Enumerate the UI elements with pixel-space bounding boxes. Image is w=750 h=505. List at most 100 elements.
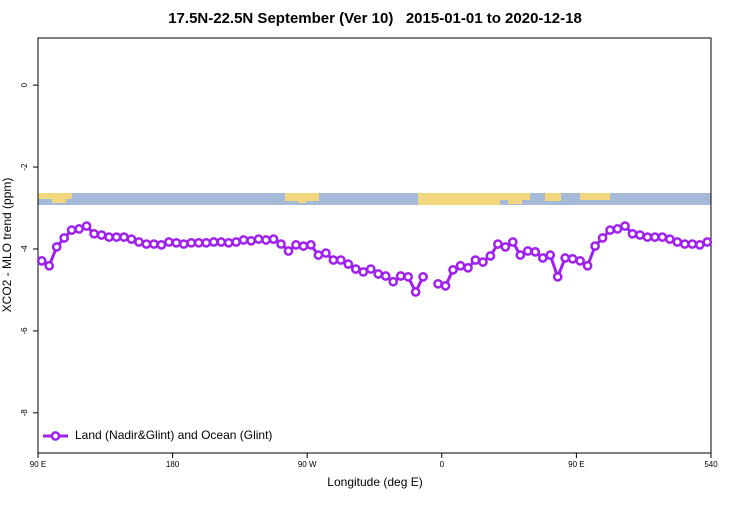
data-point — [388, 276, 399, 287]
data-point — [44, 260, 55, 271]
data-point — [89, 228, 99, 239]
data-point — [276, 239, 286, 249]
data-point — [74, 224, 84, 234]
data-point — [313, 250, 324, 260]
data-point — [141, 239, 152, 249]
data-point — [36, 256, 47, 266]
map-strip — [38, 193, 711, 205]
data-point — [306, 240, 316, 250]
data-point — [560, 253, 571, 263]
data-point — [455, 260, 466, 271]
x-tick-label: 90 W — [298, 460, 317, 469]
data-point — [66, 225, 77, 235]
data-point — [104, 232, 114, 242]
y-tick-label: -4 — [20, 245, 29, 253]
data-point — [283, 246, 294, 256]
data-point — [530, 246, 541, 257]
data-point — [321, 248, 331, 258]
data-point — [522, 246, 533, 256]
x-tick-label: 90 E — [568, 460, 584, 469]
data-point — [440, 281, 451, 291]
data-point — [590, 241, 600, 251]
data-point — [702, 237, 713, 247]
data-point — [134, 237, 144, 247]
data-point — [51, 242, 62, 252]
y-tick-label: -2 — [20, 163, 29, 171]
data-point — [635, 230, 645, 240]
data-point — [119, 232, 129, 242]
y-tick-label: 0 — [20, 82, 29, 87]
data-point — [350, 264, 361, 274]
data-point — [336, 255, 346, 265]
data-point — [201, 237, 212, 248]
data-point — [149, 239, 159, 249]
x-tick-label: 0 — [440, 460, 445, 469]
data-point — [231, 237, 242, 247]
data-point — [657, 232, 668, 242]
data-point — [433, 278, 443, 289]
data-point — [500, 242, 511, 252]
data-point — [597, 233, 608, 243]
data-point — [395, 271, 406, 281]
data-point — [642, 232, 653, 242]
data-point — [156, 240, 167, 250]
data-point — [111, 232, 122, 242]
data-point — [216, 237, 227, 247]
data-point — [507, 237, 518, 247]
data-point — [178, 239, 189, 249]
data-point — [612, 224, 623, 234]
data-point — [358, 267, 369, 277]
data-point — [96, 230, 107, 240]
data-point — [365, 264, 376, 274]
data-point — [679, 239, 690, 249]
x-tick-label: 540 — [704, 460, 718, 469]
plot-layer: 90 E 180 90 W 0 90 E 540 0 -2 -4 -6 -8 Land (Nadir&… — [20, 82, 718, 469]
data-point — [238, 235, 249, 245]
plot-frame — [37, 37, 712, 454]
data-point — [246, 235, 256, 246]
data-point — [126, 234, 137, 245]
data-point — [328, 255, 339, 265]
data-point — [164, 237, 174, 247]
legend-marker — [50, 431, 61, 441]
chart-title: 17.5N-22.5N September (Ver 10) 2015-01-0… — [168, 10, 582, 27]
data-point — [694, 240, 705, 250]
data-point — [418, 271, 428, 282]
data-point — [493, 239, 503, 249]
data-point — [253, 234, 264, 245]
legend-label: Land (Nadir&Glint) and Ocean (Glint) — [75, 428, 272, 442]
data-point — [208, 237, 219, 247]
data-point — [665, 234, 675, 245]
data-point — [575, 256, 585, 266]
data-point — [59, 233, 70, 243]
data-point — [373, 269, 384, 279]
y-tick-label: -6 — [20, 327, 29, 335]
data-point — [672, 237, 683, 247]
y-tick-label: -8 — [20, 409, 29, 417]
x-axis-label: Longitude (deg E) — [327, 475, 422, 489]
data-point — [81, 221, 92, 231]
data-point — [605, 225, 615, 235]
x-tick-label: 90 E — [30, 460, 46, 469]
data-point — [410, 287, 421, 297]
data-point — [567, 253, 578, 264]
data-point — [478, 257, 488, 267]
data-point — [193, 237, 204, 248]
data-point — [537, 253, 548, 263]
y-axis-label: XCO2 - MLO trend (ppm) — [0, 178, 14, 313]
data-point — [582, 260, 593, 271]
data-point — [620, 221, 630, 231]
data-point — [485, 251, 496, 261]
data-point — [223, 237, 234, 248]
data-point — [186, 237, 197, 248]
data-point — [403, 271, 413, 282]
data-point — [343, 259, 354, 269]
data-point — [380, 271, 391, 281]
data-point — [463, 262, 473, 273]
data-point — [515, 250, 526, 260]
data-point — [448, 265, 458, 275]
data-point — [627, 228, 638, 239]
data-point — [552, 271, 563, 282]
